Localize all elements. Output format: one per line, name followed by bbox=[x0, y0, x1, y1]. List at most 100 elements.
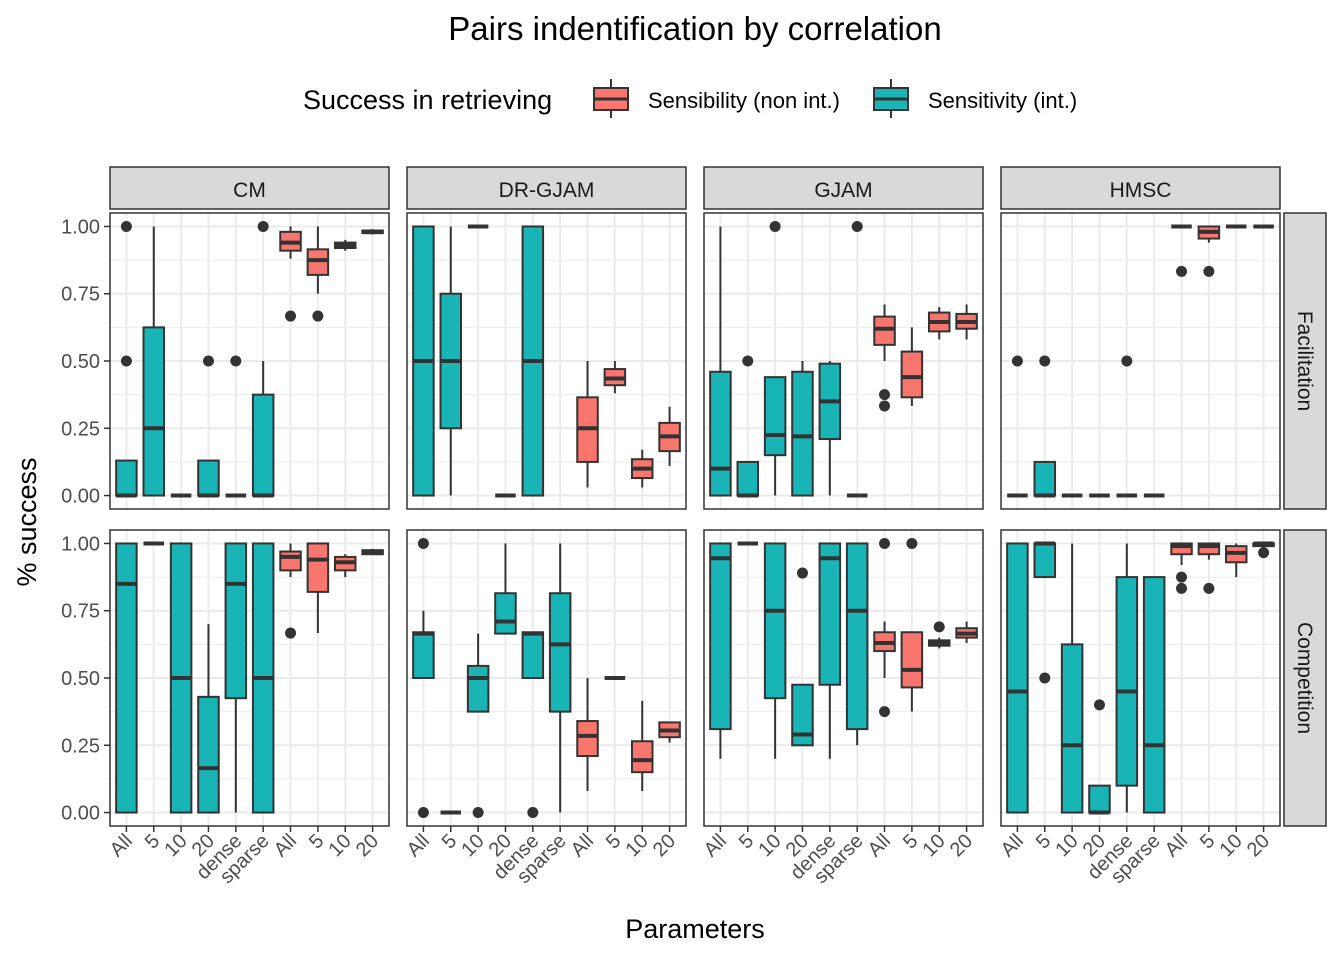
box-body bbox=[306, 542, 330, 593]
box-all-sensitivity bbox=[1006, 542, 1029, 814]
outlier-point bbox=[906, 537, 918, 549]
box-10-sensibility bbox=[630, 700, 654, 792]
outlier-point bbox=[312, 310, 324, 322]
box-sparse-sensitivity bbox=[1142, 576, 1166, 814]
box-body bbox=[466, 664, 490, 713]
box-10-sensitivity bbox=[763, 542, 787, 759]
box-all-sensibility bbox=[1170, 542, 1193, 594]
facet-row-strip-bg bbox=[1283, 212, 1327, 510]
y-tick-label: 1.00 bbox=[61, 533, 100, 555]
box-body bbox=[251, 393, 275, 497]
box-body bbox=[791, 370, 814, 497]
x-tick-label: All bbox=[1161, 830, 1192, 861]
y-tick-label: 0.00 bbox=[61, 803, 100, 825]
outlier-point bbox=[120, 220, 132, 232]
box-all-sensitivity bbox=[115, 542, 138, 814]
y-tick-label: 0.25 bbox=[61, 418, 100, 440]
box-10-sensitivity bbox=[763, 220, 787, 496]
x-tick-label: 5 bbox=[438, 830, 461, 853]
box-5-sensitivity bbox=[439, 226, 463, 496]
box-20-sensibility bbox=[1252, 541, 1275, 559]
box-5-sensitivity bbox=[736, 355, 760, 498]
outlier-point bbox=[1121, 355, 1133, 367]
facet-strip-gjam: GJAM bbox=[703, 166, 984, 210]
box-20-sensitivity bbox=[197, 624, 220, 814]
box-dense-sensitivity bbox=[1116, 355, 1138, 498]
outlier-point bbox=[1176, 582, 1188, 594]
box-body bbox=[306, 248, 330, 276]
box-dense-sensitivity bbox=[818, 542, 842, 759]
box-10-sensitivity bbox=[466, 633, 490, 819]
box-5-sensibility bbox=[603, 361, 627, 394]
box-sparse-sensitivity bbox=[251, 220, 275, 498]
outlier-point bbox=[527, 807, 539, 819]
box-body bbox=[412, 631, 435, 679]
x-tick-label: All bbox=[700, 830, 731, 861]
y-tick-label: 0.25 bbox=[61, 735, 100, 757]
box-10-sensibility bbox=[333, 554, 357, 578]
x-axis-title: Parameters bbox=[625, 914, 765, 944]
box-body bbox=[709, 542, 732, 731]
y-tick-label: 0.50 bbox=[61, 351, 100, 373]
box-all-sensibility bbox=[279, 543, 302, 639]
box-body bbox=[1060, 643, 1084, 814]
box-body bbox=[494, 592, 517, 635]
panel-gjam-facilitation bbox=[703, 212, 984, 510]
box-dense-sensitivity bbox=[224, 542, 248, 813]
outlier-point bbox=[1203, 582, 1215, 594]
box-sparse-sensitivity bbox=[845, 542, 869, 746]
box-5-sensitivity bbox=[1033, 355, 1057, 498]
box-all-sensibility bbox=[1171, 224, 1192, 277]
facet-strip-bg bbox=[703, 166, 984, 210]
box-body bbox=[1088, 784, 1111, 814]
box-dense-sensitivity bbox=[225, 355, 247, 498]
x-tick-label: 20 bbox=[649, 830, 680, 861]
panel-border bbox=[109, 529, 390, 827]
box-all-sensibility bbox=[576, 678, 599, 792]
box-10-sensibility bbox=[333, 239, 357, 251]
box-body bbox=[1115, 576, 1139, 787]
outlier-point bbox=[285, 310, 297, 322]
box-all-sensibility bbox=[279, 226, 302, 322]
outlier-point bbox=[1011, 355, 1023, 367]
y-tick-label: 0.75 bbox=[61, 284, 100, 306]
x-tick-label: 5 bbox=[602, 830, 625, 853]
box-all-sensitivity bbox=[115, 220, 138, 498]
box-5-sensibility bbox=[306, 226, 330, 322]
outlier-point bbox=[1039, 355, 1051, 367]
panel-hmsc-facilitation bbox=[1000, 212, 1281, 510]
box-dense-sensitivity bbox=[521, 631, 545, 819]
box-body bbox=[576, 720, 599, 758]
box-10-sensibility bbox=[630, 449, 654, 488]
box-5-sensibility bbox=[900, 327, 924, 406]
box-body bbox=[548, 592, 572, 713]
box-all-sensibility bbox=[576, 361, 599, 488]
box-5-sensitivity bbox=[142, 226, 166, 497]
x-tick-label: 20 bbox=[1243, 830, 1274, 861]
outlier-point bbox=[230, 355, 242, 367]
box-all-sensitivity bbox=[412, 537, 435, 819]
panel-border bbox=[703, 529, 984, 827]
legend-title: Success in retrieving bbox=[303, 85, 552, 115]
facet-row-strip-competition: Competition bbox=[1283, 529, 1327, 827]
box-5-sensibility bbox=[1197, 542, 1221, 594]
panel-border bbox=[406, 529, 687, 827]
outlier-point bbox=[879, 537, 891, 549]
x-tick-label: 5 bbox=[141, 830, 164, 853]
outlier-point bbox=[769, 220, 781, 232]
facet-strip-label: DR-GJAM bbox=[499, 179, 595, 202]
legend-entry-sensitivity-int: Sensitivity (int.) bbox=[873, 79, 1077, 118]
outlier-point bbox=[1176, 571, 1188, 583]
box-body bbox=[1006, 542, 1029, 814]
facet-strip-bg bbox=[109, 166, 390, 210]
box-all-sensibility bbox=[873, 304, 896, 412]
facet-strip-cm: CM bbox=[109, 166, 390, 210]
x-tick-label: 5 bbox=[305, 830, 328, 853]
panel-dr-gjam-facilitation bbox=[406, 212, 687, 510]
box-20-sensibility bbox=[955, 304, 978, 340]
